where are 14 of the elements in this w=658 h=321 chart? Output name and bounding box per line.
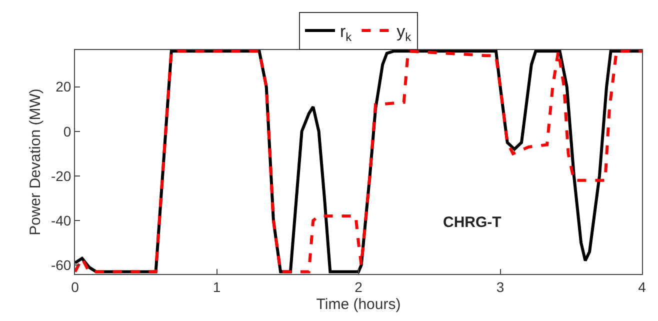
y-tick-label: -40: [50, 212, 72, 228]
y-tick-label: 20: [56, 78, 72, 95]
x-tick-label: 1: [212, 278, 221, 295]
legend-label: r$_{k}$: [340, 22, 352, 44]
y-tick-label: 0: [63, 123, 72, 140]
y-tick-label: -60: [50, 256, 72, 273]
x-tick-label: 3: [496, 278, 504, 295]
y-axis-title: Power Devation (MW): [27, 88, 44, 236]
legend-label: y$_{k}$: [396, 22, 412, 44]
x-tick-label: 4: [638, 278, 646, 295]
y-tick-label: -20: [50, 168, 72, 184]
annotation: CHRG-T: [443, 214, 502, 231]
x-axis-title: Time (hours): [316, 296, 401, 313]
x-tick-label: 2: [354, 278, 363, 295]
